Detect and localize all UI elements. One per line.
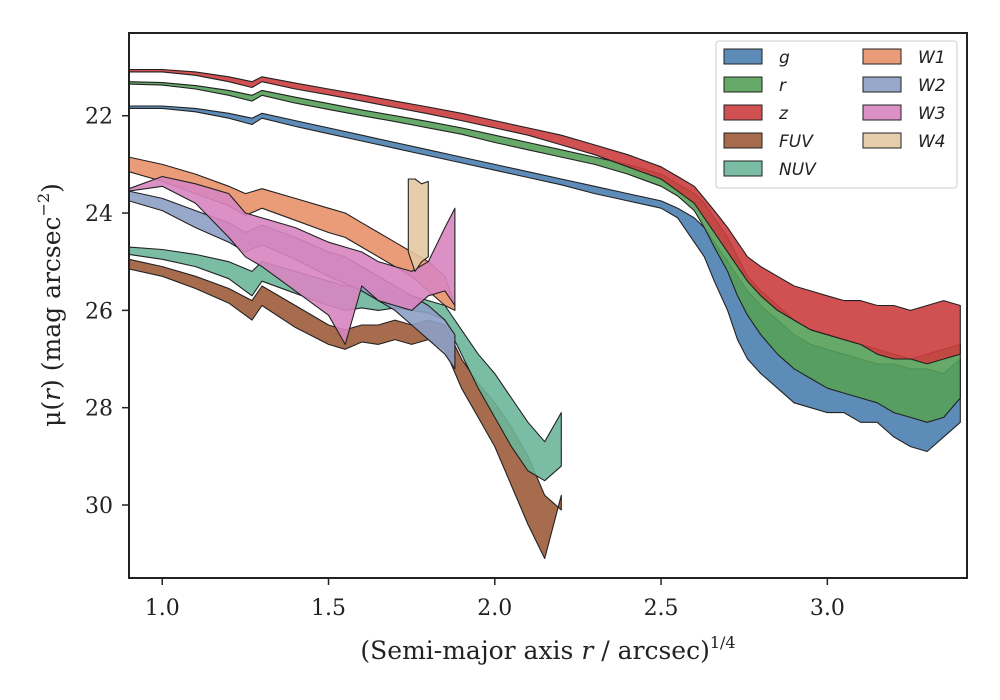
- legend-label-w4: W4: [918, 132, 946, 152]
- y-tick-label: 22: [85, 105, 113, 130]
- x-axis-title-exponent: 1/4: [710, 633, 736, 652]
- legend-swatch-r: [723, 76, 763, 93]
- legend-swatch-w3: [862, 104, 902, 121]
- legend-label-w2: W2: [918, 76, 946, 96]
- y-tick-label: 28: [85, 397, 113, 422]
- band-g: [128, 105, 961, 453]
- y-tick-label: 30: [85, 494, 113, 519]
- band-w3: [128, 175, 456, 345]
- y-axis-title-var: r: [37, 387, 66, 401]
- legend-label-w1: W1: [918, 48, 946, 68]
- x-axis-title-prefix: (Semi-major axis: [360, 636, 581, 665]
- x-tick-label: 1.0: [145, 596, 180, 621]
- legend-label-w3: W3: [918, 104, 946, 124]
- x-tick-label: 1.5: [311, 596, 346, 621]
- x-axis-title-var: r: [581, 636, 595, 665]
- y-axis-title: μ(r) (mag arcsec−2): [34, 183, 66, 427]
- band-r: [128, 81, 961, 423]
- legend-swatch-g: [723, 48, 763, 65]
- legend-swatch-w1: [862, 48, 902, 65]
- y-axis-title-close: ): [37, 183, 66, 193]
- x-axis: 1.0 1.5 2.0 2.5 3.0: [145, 578, 845, 621]
- y-axis-title-suffix: ) (mag arcsec: [37, 216, 66, 389]
- y-axis-title-exponent: −2: [34, 193, 53, 217]
- band-w4: [407, 178, 429, 272]
- legend-label-z: z: [778, 104, 789, 124]
- legend: grz FUV NUV W1 W2 W3 W4: [715, 40, 958, 189]
- y-axis-title-prefix: μ(: [37, 401, 66, 427]
- legend-label-nuv: NUV: [779, 160, 817, 180]
- y-axis: 22 24 26 28 30: [85, 105, 129, 519]
- legend-swatch-w4: [862, 132, 902, 149]
- series-bands: [128, 68, 961, 560]
- legend-swatch-nuv: [723, 160, 763, 177]
- plot-frame: [128, 32, 968, 579]
- y-tick-label: 26: [85, 299, 113, 324]
- legend-label-g: g: [779, 48, 790, 68]
- legend-label-r: r: [779, 76, 787, 96]
- x-axis-title-suffix: / arcsec): [593, 636, 710, 665]
- x-tick-label: 2.5: [644, 596, 679, 621]
- legend-swatch-w2: [862, 76, 902, 93]
- band-z: [128, 68, 961, 365]
- legend-swatch-fuv: [723, 132, 763, 149]
- x-tick-label: 3.0: [810, 596, 845, 621]
- band-fuv: [128, 258, 562, 560]
- x-axis-title: (Semi-major axis r / arcsec)1/4: [360, 633, 735, 665]
- y-tick-label: 24: [85, 202, 113, 227]
- legend-swatch-z: [723, 104, 763, 121]
- legend-label-fuv: FUV: [779, 132, 814, 152]
- x-tick-label: 2.0: [477, 596, 512, 621]
